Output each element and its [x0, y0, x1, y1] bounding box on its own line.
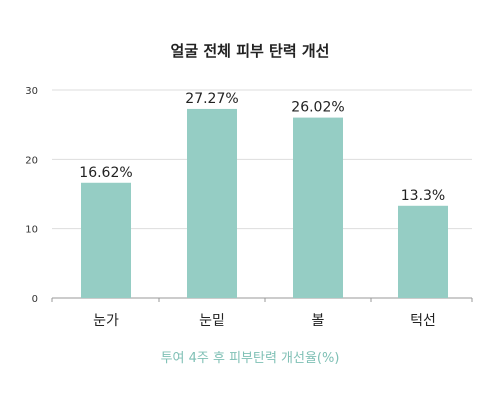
y-axis-ticks: 0 10 20 30 — [25, 86, 38, 305]
bar-4 — [398, 205, 448, 298]
x-tick-label: 눈밑 — [199, 313, 225, 329]
y-tick-label: 30 — [25, 86, 38, 97]
y-tick-label: 20 — [25, 155, 38, 166]
data-label: 16.62% — [79, 165, 132, 181]
data-label: 13.3% — [401, 188, 445, 204]
x-axis-label: 투여 4주 후 피부탄력 개선율(%) — [161, 351, 340, 366]
x-tick-label: 볼 — [312, 313, 325, 329]
y-tick-label: 10 — [25, 225, 38, 236]
chart-title: 얼굴 전체 피부 탄력 개선 — [171, 42, 330, 60]
bar-2 — [187, 108, 237, 298]
bars — [81, 108, 448, 298]
x-tick-label: 턱선 — [410, 313, 436, 329]
x-tick-label: 눈가 — [93, 313, 119, 329]
y-tick-label: 0 — [32, 294, 38, 305]
data-label: 27.27% — [185, 91, 238, 107]
data-labels: 16.62% 27.27% 26.02% 13.3% — [79, 91, 445, 204]
x-axis-ticks: 눈가 눈밑 볼 턱선 — [93, 313, 436, 329]
bar-1 — [81, 182, 131, 298]
data-label: 26.02% — [291, 100, 344, 116]
bar-3 — [293, 117, 343, 298]
